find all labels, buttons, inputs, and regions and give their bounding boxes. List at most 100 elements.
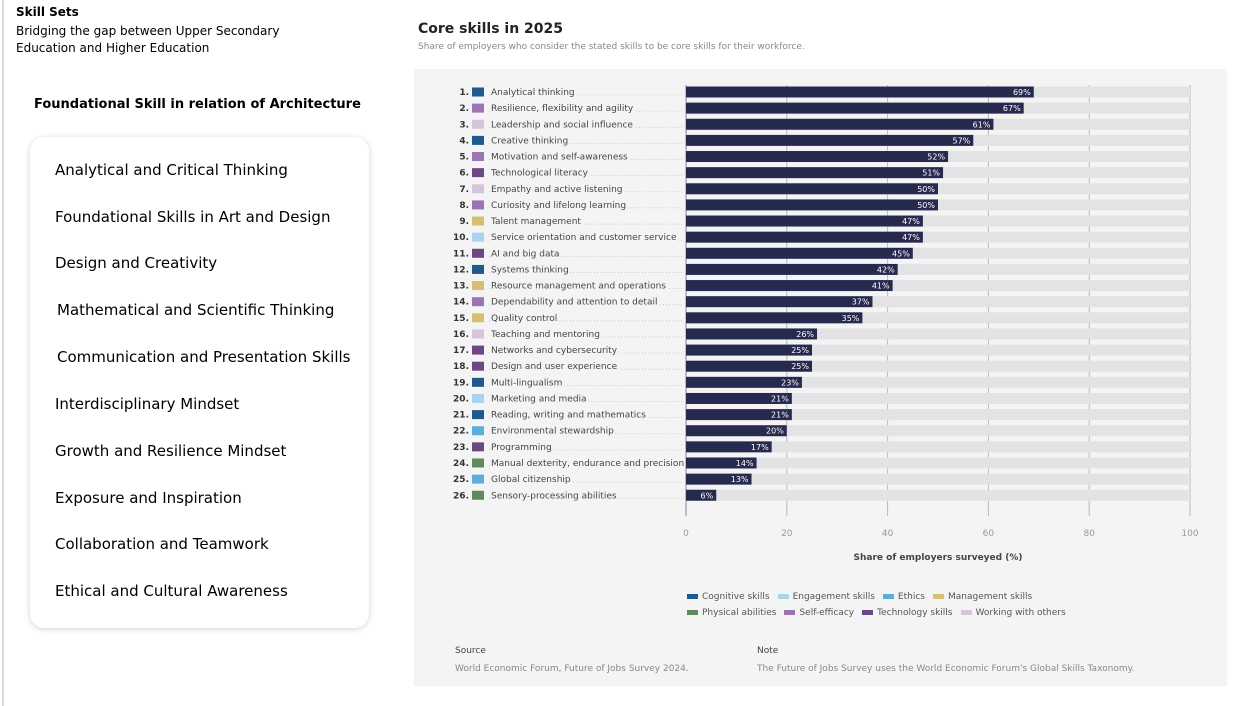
rank-number: 12. [453, 265, 469, 275]
bar-teaching-and-mentoring [686, 328, 818, 340]
bar-value-label: 47% [902, 217, 920, 226]
category-swatch [472, 345, 484, 355]
bar-value-label: 21% [771, 411, 789, 420]
x-axis-title: Share of employers surveyed (%) [854, 553, 1023, 563]
rank-number: 3. [459, 120, 469, 130]
category-swatch [472, 474, 484, 484]
bar-value-label: 23% [781, 378, 799, 387]
legend-swatch [687, 594, 698, 599]
category-label: Multi-lingualism [491, 378, 562, 388]
category-swatch [472, 393, 484, 403]
category-label: Marketing and media [491, 394, 587, 404]
skill-item-ethical: Ethical and Cultural Awareness [55, 582, 288, 600]
legend-swatch [932, 594, 944, 599]
bar-value-label: 20% [766, 427, 784, 436]
category-swatch [472, 184, 484, 194]
category-label: Design and user experience [491, 362, 618, 372]
bar-value-label: 37% [852, 298, 870, 307]
chart-legend: Cognitive skills Engagement skills Ethics M… [687, 592, 1107, 624]
legend-item-technology-skills: Technology skills [862, 608, 953, 618]
rank-number: 26. [453, 491, 469, 501]
header-subtitle-line2: Education and Higher Education [16, 41, 210, 55]
bar-sensory-processing-abilities [686, 489, 717, 501]
category-label-bg [490, 281, 668, 292]
bar-manual-dexterity-endurance-and-precision [686, 457, 757, 469]
category-label-bg [490, 233, 678, 244]
category-label: Global citizenship [491, 475, 571, 485]
bar-global-citizenship [686, 473, 752, 485]
category-swatch [472, 329, 484, 339]
category-swatch [472, 442, 484, 452]
chart-title: Core skills in 2025 [418, 21, 564, 37]
category-label-bg [490, 136, 570, 147]
bar-value-label: 41% [872, 282, 890, 291]
category-label: Systems thinking [491, 265, 569, 275]
rank-number: 18. [453, 362, 469, 372]
bar-value-label: 52% [927, 153, 945, 162]
rank-number: 22. [453, 427, 469, 437]
legend-label: Physical abilities [702, 608, 777, 618]
core-skills-bar-chart: 0 20 40 60 80 100 69% 1. Analytical thinking 67% 2… [453, 85, 1199, 563]
bar-track-programming [686, 441, 1190, 453]
bar-leadership-and-social-influence [686, 118, 994, 130]
category-swatch [472, 232, 484, 242]
chart-panel: 0 20 40 60 80 100 69% 1. Analytical thinking 67% 2… [414, 69, 1227, 686]
bar-value-label: 13% [731, 475, 749, 484]
category-label-bg [490, 378, 564, 389]
skill-item-communication: Communication and Presentation Skills [57, 348, 351, 366]
legend-label: Cognitive skills [702, 592, 770, 602]
category-swatch [472, 490, 484, 500]
bar-value-label: 57% [952, 136, 970, 145]
bar-value-label: 35% [842, 314, 860, 323]
category-label-bg [490, 88, 576, 98]
category-swatch [472, 264, 484, 274]
x-tick-label: 20 [781, 529, 793, 539]
bar-creative-thinking [686, 134, 974, 146]
bar-value-label: 69% [1013, 88, 1031, 97]
rank-number: 5. [459, 153, 469, 163]
rank-number: 15. [453, 314, 469, 324]
legend-swatch [784, 610, 796, 615]
category-label: Resource management and operations [491, 282, 666, 292]
category-label: Analytical thinking [491, 88, 575, 98]
bar-marketing-and-media [686, 392, 792, 404]
bar-service-orientation-and-customer-service [686, 231, 923, 243]
rank-number: 23. [453, 443, 469, 453]
bar-track-talent-management [686, 215, 1190, 227]
category-swatch [472, 168, 484, 178]
bar-track-sensory-processing-abilities [686, 489, 1190, 501]
rank-number: 11. [453, 249, 469, 259]
category-swatch [472, 135, 484, 145]
category-label: Sensory-processing abilities [491, 491, 617, 501]
category-label-bg [489, 329, 601, 340]
rank-number: 7. [459, 185, 469, 195]
header-subtitle-line1: Bridging the gap between Upper Secondary [16, 24, 280, 38]
rank-number: 24. [453, 459, 469, 469]
category-label: Programming [491, 443, 552, 453]
skill-item-interdisciplinary: Interdisciplinary Mindset [55, 395, 240, 413]
legend-item-self-efficacy: Self-efficacy [784, 608, 854, 618]
bar-design-and-user-experience [686, 360, 812, 372]
category-label-bg [490, 152, 630, 163]
legend-row-1: Cognitive skills Engagement skills Ethics M… [687, 592, 1107, 608]
source-text: World Economic Forum, Future of Jobs Sur… [455, 664, 689, 674]
bar-track-resource-management-and-operations [686, 280, 1190, 292]
rank-number: 16. [453, 330, 469, 340]
category-label: Environmental stewardship [491, 427, 614, 437]
bar-value-label: 17% [751, 443, 769, 452]
x-tick-label: 0 [683, 529, 689, 539]
category-label: Motivation and self-awareness [491, 153, 628, 163]
bar-resilience-flexibility-and-agility [686, 102, 1024, 114]
category-label-bg [490, 362, 619, 373]
category-label: Manual dexterity, endurance and precisio… [491, 459, 684, 469]
category-swatch [472, 458, 484, 468]
rank-number: 6. [459, 169, 469, 179]
bar-value-label: 61% [973, 120, 991, 129]
category-swatch [472, 426, 484, 436]
rank-number: 1. [459, 88, 469, 98]
category-label: Dependability and attention to detail [491, 298, 657, 308]
bar-track-manual-dexterity-endurance-and-precision [686, 457, 1190, 469]
bar-track-quality-control [686, 312, 1190, 324]
category-swatch [472, 152, 484, 162]
bar-systems-thinking [686, 263, 898, 275]
